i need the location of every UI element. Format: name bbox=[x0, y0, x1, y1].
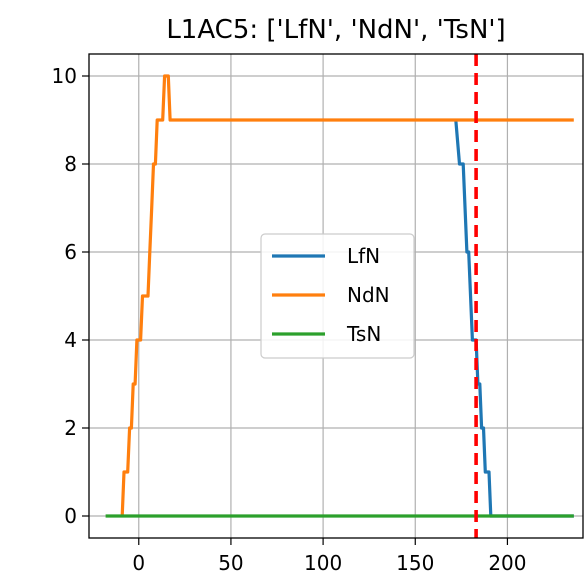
y-tick-label: 4 bbox=[64, 328, 77, 352]
axis-ticks: 0 50 100 150 200 0 2 4 6 8 10 bbox=[52, 64, 527, 575]
series-line-ndn bbox=[120, 74, 574, 517]
series-line-lfn bbox=[454, 119, 574, 518]
x-tick-label: 150 bbox=[396, 551, 434, 575]
x-tick-label: 50 bbox=[218, 551, 243, 575]
legend-label: LfN bbox=[347, 244, 380, 268]
y-tick-label: 6 bbox=[64, 240, 77, 264]
y-tick-label: 0 bbox=[64, 504, 77, 528]
legend-box bbox=[260, 233, 415, 359]
x-tick-label: 100 bbox=[304, 551, 342, 575]
y-tick-label: 2 bbox=[64, 416, 77, 440]
legend-label: TsN bbox=[346, 322, 381, 346]
x-tick-label: 0 bbox=[132, 551, 145, 575]
legend-label: NdN bbox=[347, 283, 390, 307]
chart-title: L1AC5: ['LfN', 'NdN', 'TsN'] bbox=[166, 15, 505, 45]
legend: LfN NdN TsN bbox=[260, 233, 415, 359]
x-tick-label: 200 bbox=[488, 551, 526, 575]
series-lines bbox=[105, 74, 574, 518]
y-tick-label: 8 bbox=[64, 152, 77, 176]
plot-frame bbox=[88, 53, 584, 539]
y-tick-label: 10 bbox=[52, 64, 77, 88]
